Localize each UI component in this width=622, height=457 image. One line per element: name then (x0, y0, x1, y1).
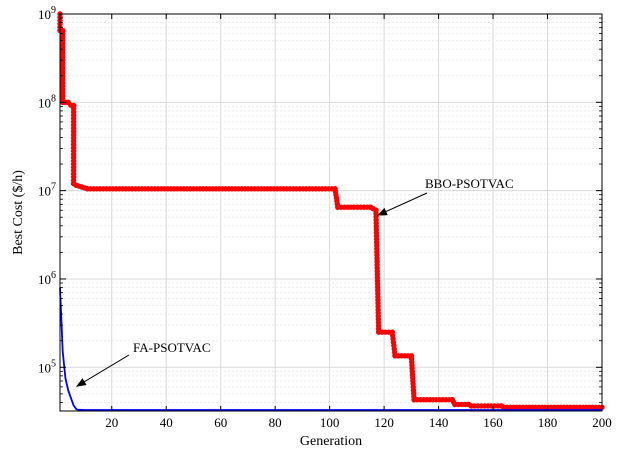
ticks (60, 13, 603, 411)
y-tick-label: 106 (38, 270, 56, 287)
x-tick-label: 120 (374, 415, 394, 430)
x-tick-label: 100 (320, 415, 340, 430)
y-tick-label: 107 (38, 182, 56, 199)
series-line-FA-PSOTVAC (59, 287, 602, 411)
annotation-arrow (76, 354, 130, 387)
annotation-arrow (377, 192, 428, 216)
y-axis-label: Best Cost ($/h) (11, 170, 26, 255)
x-tick-label: 80 (269, 415, 282, 430)
x-tick-label: 40 (160, 415, 173, 430)
x-axis-label: Generation (300, 434, 362, 449)
plot-frame (59, 13, 603, 412)
x-tick-label: 60 (214, 415, 227, 430)
x-tick-label: 20 (105, 415, 118, 430)
y-tick-label: 109 (38, 5, 56, 22)
annotation-label: BBO-PSOTVAC (425, 176, 514, 191)
y-tick-label: 108 (38, 93, 56, 110)
y-tick-label: 105 (38, 358, 56, 375)
tick-labels: 20 40 60 80 100 120 140 160 180 200 105 106 107 108 10… (38, 5, 612, 430)
x-tick-label: 200 (592, 415, 612, 430)
x-tick-label: 140 (429, 415, 449, 430)
x-tick-label: 160 (483, 415, 503, 430)
annotation-label: FA-PSOTVAC (133, 340, 211, 355)
annotations: BBO-PSOTVAC FA-PSOTVAC (76, 176, 514, 387)
x-tick-label: 180 (538, 415, 558, 430)
